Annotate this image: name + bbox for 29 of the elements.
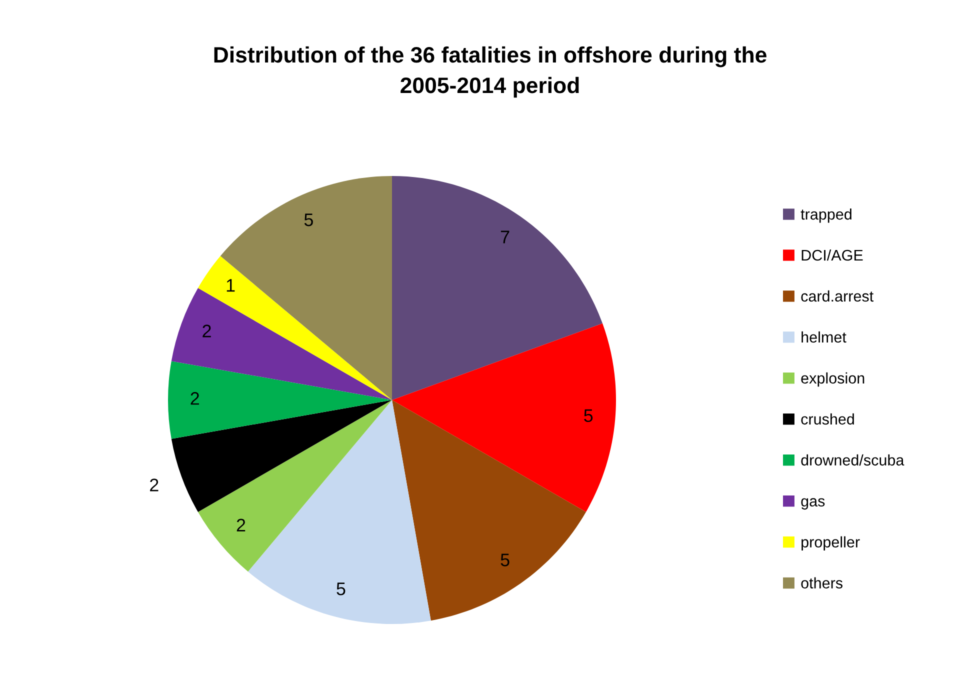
legend-label: crushed: [801, 413, 854, 425]
pie-slice: [392, 400, 586, 621]
data-label: 2: [236, 518, 246, 532]
chart-title: Distribution of the 36 fatalities in offshore during the 2005-2014 period: [214, 46, 766, 98]
pie-slice: [248, 400, 431, 624]
legend-label: explosion: [801, 372, 864, 387]
legend-label: others: [801, 577, 842, 588]
legend-label: propeller: [802, 536, 860, 551]
data-label: 5: [304, 214, 313, 226]
legend-label: gas: [801, 498, 825, 510]
pie-slice: [220, 176, 392, 400]
data-label: 2: [150, 478, 158, 492]
pie-slice: [392, 176, 602, 400]
legend-label: DCI/AGE: [802, 249, 863, 261]
legend-label: card.arrest: [801, 290, 874, 302]
data-label: 5: [584, 409, 593, 422]
pie-slice: [198, 400, 392, 572]
legend-label: trapped: [800, 208, 852, 223]
data-label: 5: [336, 582, 346, 596]
data-label: 2: [190, 392, 199, 405]
legend-label: helmet: [802, 331, 846, 343]
data-label: 1: [226, 279, 235, 292]
data-label: 2: [202, 324, 211, 338]
pie-slice: [168, 361, 392, 439]
data-label: 7: [500, 230, 510, 244]
pie-slice: [392, 323, 616, 512]
data-label: 5: [500, 554, 510, 566]
pie-slice: [198, 256, 392, 400]
legend-label: drowned/scuba: [801, 454, 904, 466]
